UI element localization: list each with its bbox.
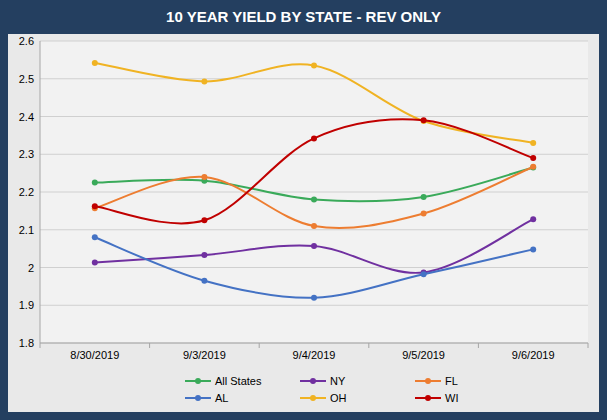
plot-area (40, 41, 588, 343)
y-tick-label: 2.1 (19, 224, 34, 236)
y-tick-label: 2.3 (19, 148, 34, 160)
point (311, 135, 317, 141)
series-group (92, 60, 536, 301)
grid-line (40, 267, 588, 268)
point (92, 260, 98, 266)
grid-line (40, 78, 588, 79)
legend-label: AL (215, 392, 228, 404)
point (421, 194, 427, 200)
grid-line (40, 192, 588, 193)
x-axis (40, 343, 588, 344)
point (421, 118, 427, 124)
y-tick-label: 2.2 (19, 186, 34, 198)
legend-marker (425, 378, 431, 384)
point (92, 180, 98, 186)
legend-label: NY (330, 375, 346, 387)
x-tick-label: 9/6/2019 (512, 349, 555, 361)
point (421, 211, 427, 217)
chart: 10 YEAR YIELD BY STATE - REV ONLY 1.8 1.9 2… (0, 0, 607, 420)
legend-marker (195, 395, 201, 401)
grid-line (40, 154, 588, 155)
y-tick-label: 2.6 (19, 35, 34, 47)
legend-label: WI (445, 392, 458, 404)
legend-item: OH (300, 392, 347, 404)
grid-line (40, 116, 588, 117)
legend-item: AL (185, 392, 228, 404)
y-tick-label: 2 (28, 262, 34, 274)
legend-marker (310, 378, 316, 384)
grid-line (40, 343, 588, 344)
x-tick-label: 9/4/2019 (293, 349, 336, 361)
point (311, 197, 317, 203)
legend-marker (195, 378, 201, 384)
y-tick-label: 2.4 (19, 111, 34, 123)
series-line (95, 167, 533, 228)
legend-item: WI (415, 392, 458, 404)
legend-item: All States (185, 375, 262, 387)
grid-line (40, 41, 588, 42)
x-tick-label: 9/5/2019 (402, 349, 445, 361)
point (311, 243, 317, 249)
point (201, 78, 207, 84)
legend-label: OH (330, 392, 347, 404)
x-tick (40, 343, 41, 348)
x-tick (478, 343, 479, 348)
y-tick-label: 2.5 (19, 73, 34, 85)
series-line (95, 119, 533, 223)
point (421, 271, 427, 277)
legend-label: FL (445, 375, 458, 387)
point (311, 63, 317, 69)
point (92, 203, 98, 209)
point (530, 140, 536, 146)
y-tick-label: 1.9 (19, 299, 34, 311)
point (92, 234, 98, 240)
y-tick-label: 1.8 (19, 337, 34, 349)
point (530, 216, 536, 222)
x-tick-label: 8/30/2019 (70, 349, 119, 361)
legend-marker (310, 395, 316, 401)
point (201, 174, 207, 180)
x-tick (149, 343, 150, 348)
x-tick (368, 343, 369, 348)
point (530, 164, 536, 170)
x-tick (259, 343, 260, 348)
point (311, 223, 317, 229)
background (0, 0, 607, 420)
legend-item: FL (415, 375, 458, 387)
point (201, 217, 207, 223)
chart-area (8, 34, 599, 412)
series-line (95, 237, 533, 297)
grid-line (40, 305, 588, 306)
point (530, 164, 536, 170)
legend-item: NY (300, 375, 346, 387)
x-tick-label: 9/3/2019 (183, 349, 226, 361)
legend-label: All States (215, 375, 262, 387)
point (201, 278, 207, 284)
point (530, 155, 536, 161)
point (201, 252, 207, 258)
x-tick (588, 343, 589, 348)
title: 10 YEAR YIELD BY STATE - REV ONLY (166, 8, 441, 25)
point (92, 60, 98, 66)
point (421, 117, 427, 123)
point (530, 246, 536, 252)
grid-line (40, 229, 588, 230)
point (311, 295, 317, 301)
legend-marker (425, 395, 431, 401)
y-axis (40, 41, 41, 343)
